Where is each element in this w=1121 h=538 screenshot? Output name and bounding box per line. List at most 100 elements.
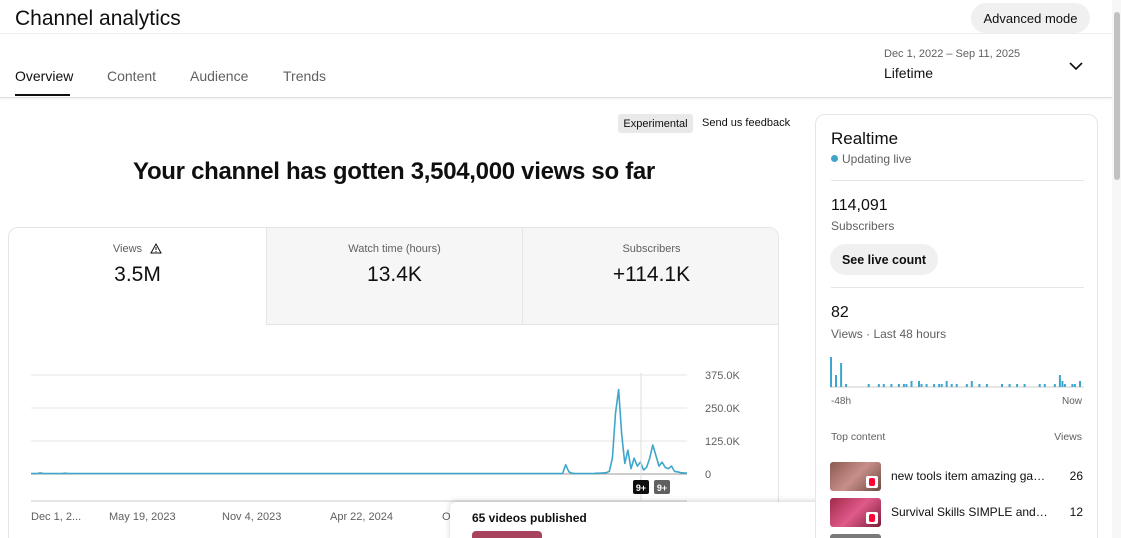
x-tick-label: Apr 22, 2024 bbox=[330, 511, 393, 523]
realtime-bar bbox=[905, 384, 908, 387]
top-content-row[interactable]: new tools item amazing gadgets 26 bbox=[830, 462, 1084, 492]
axis-start-label: -48h bbox=[831, 396, 852, 407]
metric-value: 3.5M bbox=[114, 263, 161, 286]
x-tick-label: Nov 4, 2023 bbox=[222, 511, 281, 523]
metric-label: Subscribers bbox=[622, 243, 681, 255]
realtime-bar bbox=[985, 384, 988, 387]
realtime-bar bbox=[845, 384, 848, 387]
realtime-bar bbox=[1008, 384, 1011, 387]
live-indicator-icon bbox=[831, 155, 838, 162]
video-views: 12 bbox=[1069, 505, 1083, 519]
y-tick-label: 250.0K bbox=[705, 403, 741, 415]
y-tick-label: 0 bbox=[705, 469, 711, 481]
divider bbox=[831, 287, 1084, 288]
metric-value: 13.4K bbox=[367, 263, 422, 286]
realtime-bar bbox=[902, 384, 905, 387]
see-live-count-button[interactable]: See live count bbox=[830, 244, 938, 275]
realtime-bar bbox=[950, 384, 953, 387]
video-marker bbox=[654, 480, 670, 494]
video-thumbnail[interactable] bbox=[472, 531, 542, 538]
y-tick-label: 125.0K bbox=[705, 436, 741, 448]
video-marker bbox=[633, 480, 649, 494]
top-content-row[interactable]: Survival Skills SIMPLE and USEFUL 12 bbox=[830, 498, 1084, 528]
realtime-bar bbox=[1058, 375, 1061, 387]
metrics-card: Views 3.5M Watch time (hours) 13.4K Subs… bbox=[8, 227, 779, 538]
realtime-bar bbox=[910, 381, 913, 387]
subscriber-count: 114,091 bbox=[831, 197, 888, 214]
video-title: new tools item amazing gadgets bbox=[891, 469, 1051, 483]
tab-audience[interactable]: Audience bbox=[190, 68, 249, 84]
video-thumbnail bbox=[830, 498, 881, 527]
realtime-bar bbox=[1079, 381, 1081, 387]
realtime-bar-chart[interactable] bbox=[830, 351, 1084, 391]
metric-label: Views bbox=[112, 243, 143, 255]
tab-content[interactable]: Content bbox=[107, 68, 157, 84]
chevron-down-icon[interactable] bbox=[1068, 58, 1084, 74]
date-range-dates[interactable]: Dec 1, 2022 – Sep 11, 2025 bbox=[884, 48, 1021, 60]
realtime-bar bbox=[978, 384, 981, 387]
realtime-bar bbox=[933, 384, 936, 387]
video-thumbnail bbox=[830, 462, 881, 491]
advanced-mode-button[interactable]: Advanced mode bbox=[971, 3, 1090, 33]
video-marker-label: 9+ bbox=[657, 483, 667, 493]
realtime-bar bbox=[890, 384, 893, 387]
realtime-bar bbox=[938, 384, 941, 387]
video-marker-label: 9+ bbox=[636, 483, 646, 493]
tab-bar: Overview Content Audience Trends Dec 1, … bbox=[0, 34, 1112, 98]
active-tab-indicator bbox=[15, 94, 70, 96]
realtime-bar bbox=[1016, 384, 1019, 387]
top-content-row[interactable] bbox=[830, 534, 1084, 538]
views-line-chart[interactable]: 375.0K 250.0K 125.0K 0 9+ 9+ Dec 1, 2... May 19… bbox=[9, 325, 779, 538]
shorts-icon bbox=[866, 512, 878, 524]
videos-published-popup[interactable]: 65 videos published bbox=[450, 502, 827, 538]
realtime-bar bbox=[897, 384, 900, 387]
realtime-bar bbox=[920, 384, 923, 387]
video-thumbnail bbox=[830, 534, 881, 538]
views-headline: Your channel has gotten 3,504,000 views … bbox=[133, 158, 655, 185]
metric-label: Watch time (hours) bbox=[348, 243, 441, 255]
realtime-bar bbox=[1001, 384, 1003, 387]
video-title: Survival Skills SIMPLE and USEFUL bbox=[891, 505, 1051, 519]
metric-tab-subscribers[interactable]: Subscribers +114.1K bbox=[522, 228, 778, 325]
realtime-bar bbox=[1063, 384, 1066, 387]
realtime-bar bbox=[945, 381, 948, 387]
realtime-bar bbox=[1071, 384, 1074, 387]
page-scrollbar[interactable] bbox=[1112, 0, 1121, 538]
top-content-views-heading: Views bbox=[1054, 431, 1082, 443]
realtime-bar bbox=[940, 384, 943, 387]
realtime-bar bbox=[1073, 384, 1076, 387]
realtime-bar bbox=[867, 384, 870, 387]
popup-title: 65 videos published bbox=[472, 511, 587, 525]
divider bbox=[831, 180, 1084, 181]
realtime-bar bbox=[918, 381, 920, 387]
live-status: Updating live bbox=[842, 152, 912, 166]
realtime-bar bbox=[925, 384, 928, 387]
realtime-bar bbox=[970, 381, 973, 387]
realtime-bar bbox=[1023, 384, 1026, 387]
realtime-bar bbox=[965, 384, 968, 387]
views-series-line bbox=[31, 388, 688, 475]
realtime-bar bbox=[1061, 381, 1064, 387]
axis-end-label: Now bbox=[1061, 396, 1082, 407]
top-content-heading: Top content bbox=[831, 431, 886, 443]
tab-overview[interactable]: Overview bbox=[15, 68, 74, 84]
realtime-bar bbox=[1053, 384, 1056, 387]
page-title: Channel analytics bbox=[15, 7, 181, 30]
realtime-bar bbox=[1038, 384, 1041, 387]
realtime-bar bbox=[1043, 384, 1046, 387]
metric-tab-watch-time[interactable]: Watch time (hours) 13.4K bbox=[266, 228, 522, 325]
realtime-title: Realtime bbox=[831, 129, 899, 148]
realtime-panel: Realtime Updating live 114,091 Subscribe… bbox=[815, 114, 1098, 538]
realtime-bar bbox=[830, 357, 832, 387]
send-feedback-link[interactable]: Send us feedback bbox=[702, 117, 791, 129]
metric-tab-views[interactable]: Views 3.5M bbox=[9, 228, 266, 325]
warning-icon[interactable] bbox=[150, 243, 162, 254]
y-tick-label: 375.0K bbox=[705, 370, 741, 382]
realtime-bar bbox=[955, 384, 958, 387]
page-scrollbar-thumb[interactable] bbox=[1114, 12, 1120, 180]
realtime-views-label: Views · Last 48 hours bbox=[831, 327, 947, 341]
realtime-bar bbox=[877, 384, 880, 387]
tab-trends[interactable]: Trends bbox=[283, 68, 327, 84]
date-range-label[interactable]: Lifetime bbox=[884, 65, 934, 81]
